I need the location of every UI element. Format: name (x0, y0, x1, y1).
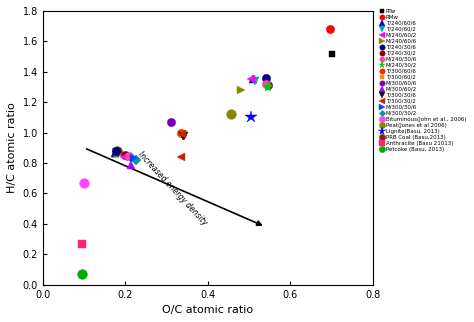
Y-axis label: H/C atomic ratio: H/C atomic ratio (7, 102, 17, 193)
Text: Increased energy density: Increased energy density (137, 149, 209, 227)
Legend: RTw, RMw, T/240/60/6, T/240/60/2, M/240/60/2, M/240/60/6, T/240/30/6, T/240/30/2: RTw, RMw, T/240/60/6, T/240/60/2, M/240/… (379, 8, 467, 152)
X-axis label: O/C atomic ratio: O/C atomic ratio (162, 305, 254, 315)
